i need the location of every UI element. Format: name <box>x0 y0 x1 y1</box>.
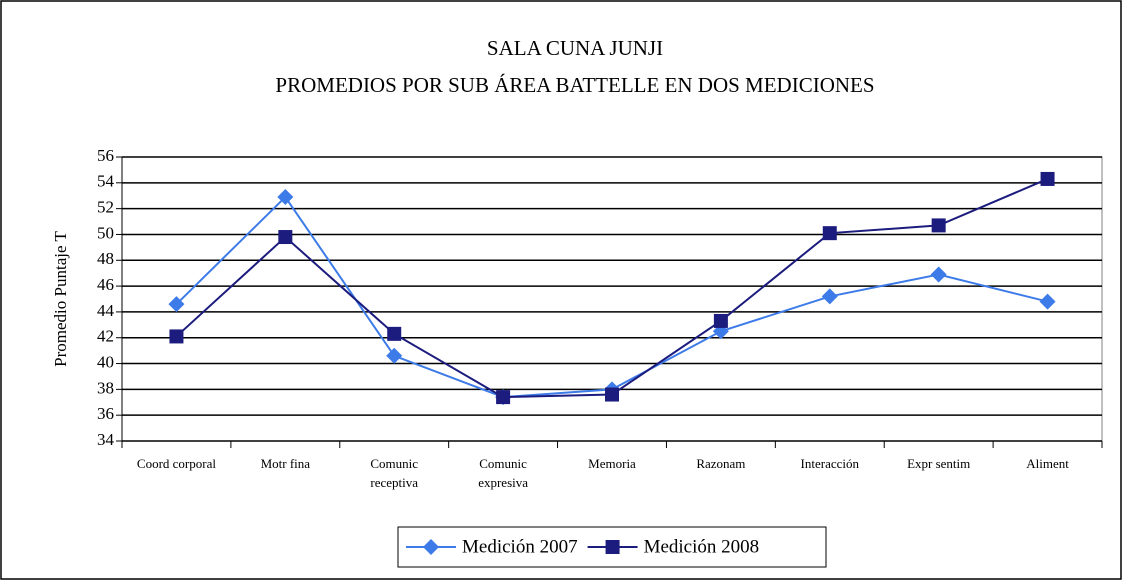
x-tick-label: Expr sentim <box>907 456 970 471</box>
chart-subtitle: PROMEDIOS POR SUB ÁREA BATTELLE EN DOS M… <box>275 73 874 97</box>
x-tick-label: Razonam <box>696 456 745 471</box>
y-tick-label: 36 <box>97 404 114 423</box>
y-tick-label: 34 <box>97 430 115 449</box>
x-tick-label: Motr fina <box>261 456 311 471</box>
y-tick-label: 40 <box>97 352 114 371</box>
marker <box>496 390 511 405</box>
y-tick-label: 38 <box>97 378 114 397</box>
x-tick-label: Aliment <box>1026 456 1069 471</box>
x-tick-label: Memoria <box>588 456 636 471</box>
marker <box>1040 171 1055 186</box>
marker <box>387 326 402 341</box>
marker <box>278 230 293 245</box>
y-tick-label: 50 <box>97 223 114 242</box>
legend-marker <box>423 539 439 555</box>
marker <box>605 387 619 402</box>
legend-label: Medición 2008 <box>644 536 760 557</box>
y-tick-label: 56 <box>97 146 114 165</box>
marker <box>822 226 837 241</box>
marker <box>930 266 947 283</box>
marker <box>277 189 294 206</box>
legend-label: Medición 2007 <box>462 536 578 557</box>
y-tick-label: 54 <box>97 172 115 191</box>
marker <box>169 329 184 344</box>
marker <box>821 288 838 305</box>
y-tick-label: 42 <box>97 327 114 346</box>
chart-title: SALA CUNA JUNJI <box>487 36 663 60</box>
marker <box>1039 293 1056 310</box>
x-tick-label: Comunic receptiva <box>370 456 418 490</box>
marker <box>931 218 946 233</box>
x-tick-label: Comunic expresiva <box>478 456 528 490</box>
y-tick-label: 48 <box>97 249 114 268</box>
y-tick-label: 46 <box>97 275 114 294</box>
x-tick-label: Coord corporal <box>137 456 216 471</box>
y-tick-label: 52 <box>97 198 114 217</box>
y-axis-label: Promedio Puntaje T <box>51 231 70 367</box>
marker <box>713 313 728 328</box>
legend-marker <box>605 540 620 554</box>
y-tick-label: 44 <box>97 301 115 320</box>
marker <box>168 296 185 313</box>
marker <box>386 347 403 364</box>
x-tick-label: Interacción <box>801 456 860 471</box>
